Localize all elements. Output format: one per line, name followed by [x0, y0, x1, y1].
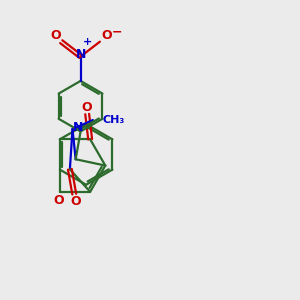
Text: N: N [75, 48, 86, 61]
Text: O: O [70, 195, 81, 208]
Text: CH₃: CH₃ [102, 115, 124, 125]
Text: −: − [112, 26, 122, 39]
Text: O: O [53, 194, 64, 207]
Text: +: + [82, 37, 92, 47]
Text: O: O [82, 101, 92, 114]
Text: O: O [101, 29, 112, 42]
Text: N: N [73, 121, 83, 134]
Text: O: O [50, 29, 61, 42]
